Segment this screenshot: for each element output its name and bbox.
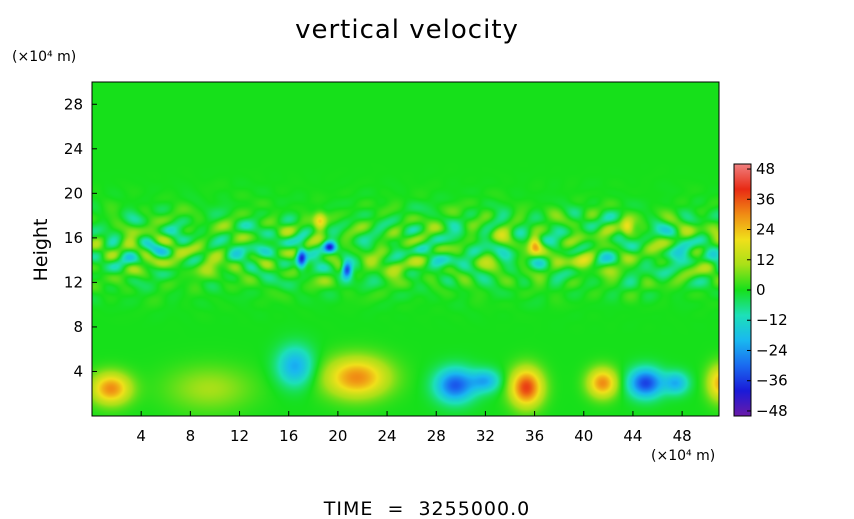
plot-frame xyxy=(91,81,720,417)
colorbar-tick-label: 24 xyxy=(756,221,775,239)
x-axis-ticks: 4 8 12 16 20 24 28 32 36 40 44 48 xyxy=(136,411,692,445)
x-tick-label: 8 xyxy=(186,427,196,445)
colorbar-tick-label: −36 xyxy=(756,372,788,390)
y-axis-label: Height xyxy=(30,219,52,282)
y-tick-label: 28 xyxy=(64,95,83,113)
heatmap-field xyxy=(92,82,719,416)
x-tick-label: 28 xyxy=(427,427,446,445)
chart-title: vertical velocity xyxy=(295,15,519,45)
x-tick-label: 36 xyxy=(525,427,544,445)
colorbar-tick-label: 12 xyxy=(756,251,775,269)
y-tick-label: 24 xyxy=(64,140,83,158)
colorbar-tick-label: 48 xyxy=(756,160,775,178)
x-tick-label: 32 xyxy=(476,427,495,445)
x-tick-label: 20 xyxy=(328,427,347,445)
x-tick-label: 48 xyxy=(673,427,692,445)
x-tick-label: 12 xyxy=(230,427,249,445)
colorbar-tick-label: −24 xyxy=(756,341,788,359)
y-tick-label: 8 xyxy=(73,318,83,336)
y-axis-ticks: 4 8 12 16 20 24 28 xyxy=(64,95,97,380)
y-axis-unit: (×10⁴ m) xyxy=(12,49,76,65)
y-tick-label: 4 xyxy=(73,362,83,380)
colorbar: 48 36 24 12 0 −12 −24 −36 −48 xyxy=(733,160,788,420)
x-tick-label: 16 xyxy=(279,427,298,445)
x-tick-label: 40 xyxy=(574,427,593,445)
x-axis-unit: (×10⁴ m) xyxy=(651,448,715,464)
x-tick-label: 44 xyxy=(623,427,642,445)
colorbar-tick-label: 0 xyxy=(756,281,766,299)
y-tick-label: 16 xyxy=(64,229,83,247)
plot-area xyxy=(92,82,719,416)
colorbar-tick-label: 36 xyxy=(756,190,775,208)
x-tick-label: 4 xyxy=(136,427,146,445)
y-tick-label: 12 xyxy=(64,273,83,291)
y-tick-label: 20 xyxy=(64,184,83,202)
colorbar-tick-label: −48 xyxy=(756,402,788,420)
colorbar-tick-label: −12 xyxy=(756,311,788,329)
x-tick-label: 24 xyxy=(378,427,397,445)
time-label: TIME = 3255000.0 xyxy=(323,498,530,519)
